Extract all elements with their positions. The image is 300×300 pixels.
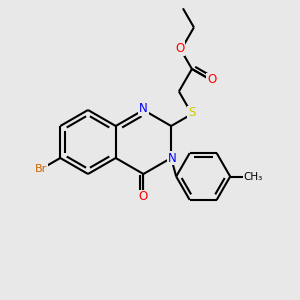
Text: CH₃: CH₃ [244, 172, 263, 182]
Text: S: S [188, 106, 196, 119]
Text: O: O [207, 74, 217, 86]
Text: O: O [175, 42, 184, 56]
Text: N: N [168, 152, 176, 164]
Text: Br: Br [35, 164, 47, 174]
Text: N: N [139, 103, 148, 116]
Text: O: O [139, 190, 148, 203]
